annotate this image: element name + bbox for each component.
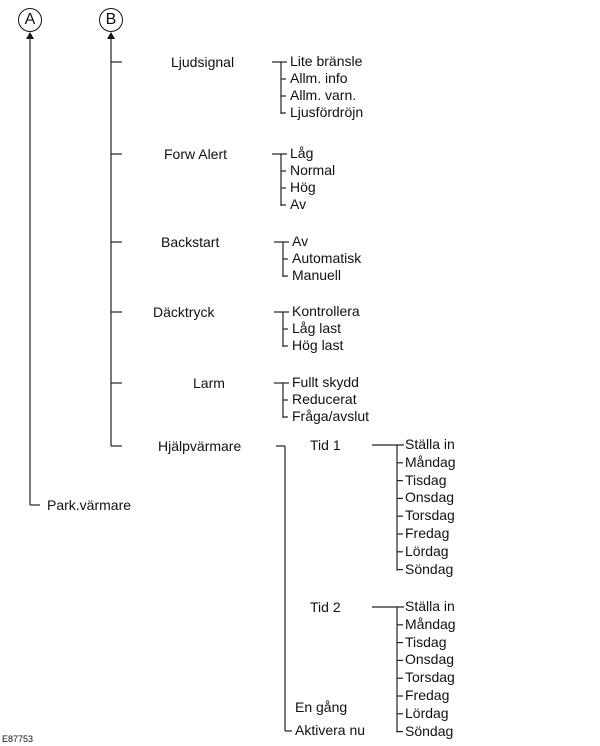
park-heater-label: Park.värmare xyxy=(47,497,132,513)
timer-label: Tid 1 xyxy=(310,437,341,453)
menu-item-label: Ljudsignal xyxy=(171,54,235,70)
submenu-option: Ljusfördröjn xyxy=(290,104,364,120)
weekday-option: Lördag xyxy=(405,704,449,721)
weekday-option: Onsdag xyxy=(405,651,455,668)
weekday-option: Torsdag xyxy=(405,507,455,524)
weekday-option: Onsdag xyxy=(405,489,455,506)
submenu-option: Normal xyxy=(290,162,336,178)
submenu-option: Fullt skydd xyxy=(292,374,359,390)
submenu-option: Hög last xyxy=(292,337,344,353)
menu-item-label: Hjälpvärmare xyxy=(158,438,242,454)
submenu-option: Lite bränsle xyxy=(290,53,363,69)
marker-b: B xyxy=(99,8,123,32)
weekday-option: Ställa in xyxy=(405,598,455,614)
submenu-option: Allm. varn. xyxy=(290,87,357,103)
weekday-option: Ställa in xyxy=(405,436,455,452)
submenu-option: Manuell xyxy=(292,267,342,283)
weekday-option: Lördag xyxy=(405,542,449,559)
submenu-option: Reducerat xyxy=(292,391,357,407)
weekday-option: Söndag xyxy=(405,722,454,739)
submenu-option: Av xyxy=(292,233,309,249)
submenu-option: Fråga/avslut xyxy=(292,408,370,424)
figure-code: E87753 xyxy=(2,734,34,744)
weekday-option: Torsdag xyxy=(405,669,455,686)
submenu-option: Hög xyxy=(290,179,316,195)
arrow-up-icon xyxy=(107,32,115,39)
menu-item-label: Larm xyxy=(193,375,225,391)
menu-item-label: Backstart xyxy=(161,234,220,250)
heater-option: Aktivera nu xyxy=(295,722,366,738)
submenu-option: Låg xyxy=(290,145,314,161)
weekday-option: Tisdag xyxy=(405,471,447,488)
marker-a: A xyxy=(18,8,42,32)
submenu-option: Låg last xyxy=(292,320,342,336)
menu-item-label: Däcktryck xyxy=(153,304,215,320)
weekday-option: Måndag xyxy=(405,453,456,470)
weekday-option: Fredag xyxy=(405,687,450,703)
arrow-up-icon xyxy=(26,32,34,39)
submenu-option: Automatisk xyxy=(292,250,362,266)
menu-item-label: Forw Alert xyxy=(164,146,228,162)
weekday-option: Söndag xyxy=(405,560,454,577)
heater-option: En gång xyxy=(295,699,348,715)
submenu-option: Av xyxy=(290,196,307,212)
submenu-option: Kontrollera xyxy=(292,303,360,319)
weekday-option: Tisdag xyxy=(405,633,447,650)
weekday-option: Måndag xyxy=(405,615,456,632)
weekday-option: Fredag xyxy=(405,525,450,541)
submenu-option: Allm. info xyxy=(290,70,348,86)
timer-label: Tid 2 xyxy=(310,599,341,615)
